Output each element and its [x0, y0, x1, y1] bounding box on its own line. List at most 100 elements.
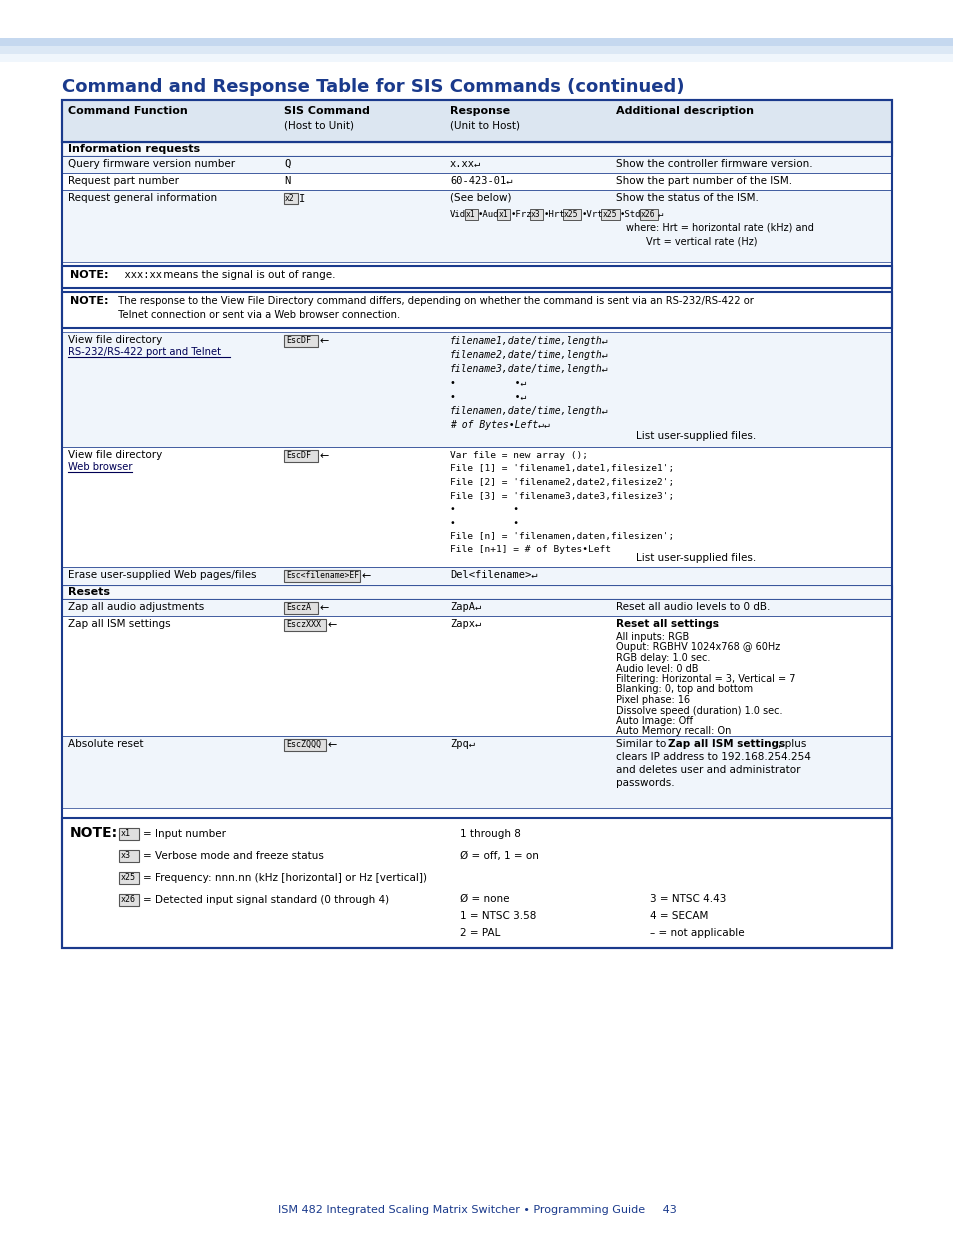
Bar — [284, 619, 326, 631]
Text: •Aud: •Aud — [477, 210, 498, 219]
Text: x26: x26 — [121, 895, 136, 904]
Text: ←: ← — [319, 603, 329, 613]
Text: 3 = NTSC 4.43: 3 = NTSC 4.43 — [649, 894, 725, 904]
Text: filename1,date/time,length↵: filename1,date/time,length↵ — [450, 336, 608, 346]
Text: Telnet connection or sent via a Web browser connection.: Telnet connection or sent via a Web brow… — [112, 310, 400, 320]
Text: x26: x26 — [639, 210, 655, 219]
Text: I: I — [298, 194, 305, 204]
Bar — [62, 332, 891, 447]
Text: •          •↵: • •↵ — [450, 378, 526, 388]
Bar — [639, 209, 658, 220]
Text: Var file = new array ();: Var file = new array (); — [450, 451, 587, 459]
Bar — [0, 38, 953, 46]
Text: Audio level: 0 dB: Audio level: 0 dB — [616, 663, 698, 673]
Text: •Frz: •Frz — [510, 210, 532, 219]
Text: x1: x1 — [465, 210, 475, 219]
Text: (See below): (See below) — [450, 193, 511, 203]
Text: Reset all audio levels to 0 dB.: Reset all audio levels to 0 dB. — [616, 601, 770, 613]
Text: File [2] = 'filename2,date2,filesize2';: File [2] = 'filename2,date2,filesize2'; — [450, 478, 674, 487]
Bar — [530, 209, 542, 220]
Text: filename2,date/time,length↵: filename2,date/time,length↵ — [450, 350, 608, 359]
Text: EsczXXX: EsczXXX — [286, 620, 320, 629]
Text: The response to the View File Directory command differs, depending on whether th: The response to the View File Directory … — [112, 296, 753, 306]
Text: ←: ← — [319, 451, 329, 461]
Text: Request general information: Request general information — [68, 193, 217, 203]
Text: x25: x25 — [601, 210, 617, 219]
Text: Request part number: Request part number — [68, 177, 179, 186]
Text: (Unit to Host): (Unit to Host) — [450, 120, 519, 130]
Bar — [119, 894, 139, 906]
Text: NOTE:: NOTE: — [70, 826, 118, 840]
Text: Auto Memory recall: On: Auto Memory recall: On — [616, 726, 731, 736]
Text: Resets: Resets — [68, 587, 110, 597]
Text: Q: Q — [284, 159, 290, 169]
Bar — [119, 872, 139, 884]
Bar — [600, 209, 619, 220]
Text: EsczA: EsczA — [286, 603, 311, 613]
Text: •          •: • • — [450, 505, 518, 514]
Text: # of Bytes•Left↵↵: # of Bytes•Left↵↵ — [450, 420, 549, 430]
Bar — [62, 818, 891, 948]
Text: filenamen,date/time,length↵: filenamen,date/time,length↵ — [450, 406, 608, 416]
Text: Zap all ISM settings: Zap all ISM settings — [68, 619, 171, 629]
Text: Response: Response — [450, 106, 510, 116]
Text: Show the controller firmware version.: Show the controller firmware version. — [616, 159, 812, 169]
Bar — [284, 739, 326, 751]
Text: EscDF: EscDF — [286, 336, 311, 345]
Text: List user-supplied files.: List user-supplied files. — [636, 553, 756, 563]
Text: EscZQQQ: EscZQQQ — [286, 740, 320, 748]
Bar — [62, 190, 891, 262]
Text: Zap all audio adjustments: Zap all audio adjustments — [68, 601, 204, 613]
Text: File [n+1] = # of Bytes•Left: File [n+1] = # of Bytes•Left — [450, 546, 610, 555]
Text: means the signal is out of range.: means the signal is out of range. — [160, 270, 335, 280]
Text: x1: x1 — [497, 210, 508, 219]
Text: RS-232/RS-422 port and Telnet: RS-232/RS-422 port and Telnet — [68, 347, 221, 357]
Text: ←: ← — [328, 740, 337, 750]
Bar — [119, 827, 139, 840]
Bar — [284, 450, 317, 462]
Text: x3: x3 — [121, 851, 131, 860]
Bar — [284, 571, 359, 582]
Text: Show the status of the ISM.: Show the status of the ISM. — [616, 193, 758, 203]
Text: File [1] = 'filename1,date1,filesize1';: File [1] = 'filename1,date1,filesize1'; — [450, 464, 674, 473]
Bar — [62, 266, 891, 288]
Bar — [284, 601, 317, 614]
Text: SIS Command: SIS Command — [284, 106, 370, 116]
Text: Information requests: Information requests — [68, 144, 200, 154]
Bar — [62, 100, 891, 142]
Text: File [3] = 'filename3,date3,filesize3';: File [3] = 'filename3,date3,filesize3'; — [450, 492, 674, 500]
Bar — [62, 291, 891, 329]
Text: – = not applicable: – = not applicable — [649, 927, 744, 939]
Text: ZapA↵: ZapA↵ — [450, 601, 480, 613]
Bar — [62, 156, 891, 173]
Text: List user-supplied files.: List user-supplied files. — [636, 431, 756, 441]
Text: x25: x25 — [563, 210, 578, 219]
Text: 60-423-01↵: 60-423-01↵ — [450, 177, 512, 186]
Text: Absolute reset: Absolute reset — [68, 739, 143, 748]
Text: Similar to: Similar to — [616, 739, 669, 748]
Text: Web browser: Web browser — [68, 462, 132, 472]
Text: Pixel phase: 16: Pixel phase: 16 — [616, 695, 689, 705]
Bar — [562, 209, 581, 220]
Text: Zpq↵: Zpq↵ — [450, 739, 475, 748]
Bar — [62, 142, 891, 156]
Text: RGB delay: 1.0 sec.: RGB delay: 1.0 sec. — [616, 653, 710, 663]
Bar — [284, 335, 317, 347]
Bar — [62, 616, 891, 736]
Bar — [62, 599, 891, 616]
Bar — [62, 567, 891, 585]
Text: Ø = none: Ø = none — [459, 894, 509, 904]
Text: ISM 482 Integrated Scaling Matrix Switcher • Programming Guide     43: ISM 482 Integrated Scaling Matrix Switch… — [277, 1205, 676, 1215]
Text: Vrt = vertical rate (Hz): Vrt = vertical rate (Hz) — [645, 236, 757, 246]
Text: :: : — [716, 619, 719, 629]
Text: Dissolve speed (duration) 1.0 sec.: Dissolve speed (duration) 1.0 sec. — [616, 705, 781, 715]
Text: ←: ← — [361, 571, 371, 580]
Text: where: Hrt = horizontal rate (kHz) and: where: Hrt = horizontal rate (kHz) and — [625, 224, 813, 233]
Text: Ouput: RGBHV 1024x768 @ 60Hz: Ouput: RGBHV 1024x768 @ 60Hz — [616, 642, 780, 652]
Text: N: N — [284, 177, 290, 186]
Text: = Detected input signal standard (0 through 4): = Detected input signal standard (0 thro… — [143, 895, 389, 905]
Text: ←: ← — [328, 620, 337, 630]
Text: x2: x2 — [285, 194, 294, 203]
Text: x25: x25 — [121, 873, 136, 882]
Text: Command and Response Table for SIS Commands (continued): Command and Response Table for SIS Comma… — [62, 78, 684, 96]
